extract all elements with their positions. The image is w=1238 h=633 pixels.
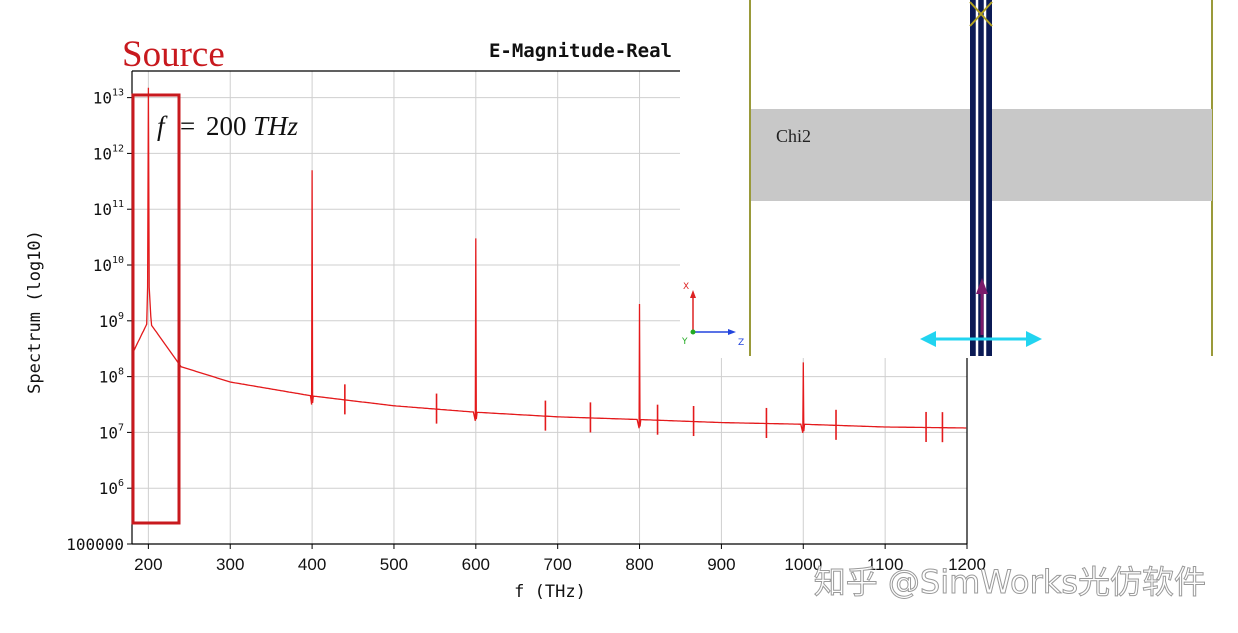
y-tick-label: 109 [99,311,124,331]
frequency-value: 200 [206,111,247,141]
x-axis-label: f (THz) [514,582,586,602]
spectral-spikes [344,384,944,443]
monitor-x-mark-2 [969,1,993,27]
y-tick-label: 108 [99,367,124,387]
x-tick-label: 200 [134,555,162,574]
axis-y-icon [690,329,696,335]
x-tick-label: 400 [298,555,326,574]
frequency-equals: = [180,111,195,141]
frequency-var: f [157,111,168,141]
polarization-arrowhead-right [1026,331,1042,347]
source-highlight-box [131,93,181,525]
y-tick-label: 1013 [93,88,124,108]
axis-x-arrowhead-icon [690,290,696,298]
x-tick-label: 1100 [867,555,904,574]
y-tick-label: 1010 [93,255,124,275]
x-tick-label: 700 [543,555,571,574]
y-tick-label: 100000 [66,535,124,554]
chart-title: E-Magnitude-Real [489,40,672,62]
x-tick-label: 300 [216,555,244,574]
source-direction-arrowhead [976,278,988,294]
x-tick-label: 900 [707,555,735,574]
y-axis-label: Spectrum (log10) [25,230,45,394]
x-tick-labels: 200 300 400 500 600 700 800 900 1000 1100 1200 [134,544,986,574]
axis-z-label: Z [738,338,744,348]
axis-x-label: X [683,282,689,292]
x-tick-label: 800 [625,555,653,574]
axis-z-arrowhead-icon [728,329,736,335]
watermark: 知乎 @SimWorks光仿软件 [814,563,1206,601]
y-tick-label: 1011 [93,199,124,219]
x-tick-label: 1200 [948,555,986,574]
source-annotation: Source f = 200 THz [122,34,299,525]
polarization-arrowhead-left [920,331,936,347]
x-tick-label: 600 [462,555,490,574]
x-tick-label: 500 [380,555,408,574]
y-tick-labels: 100000 106 107 108 109 1010 1011 1012 1013 [66,88,132,554]
y-tick-label: 106 [99,478,124,498]
y-tick-label: 107 [99,422,124,442]
waveguide [970,0,992,356]
frequency-unit: THz [253,111,299,141]
chi2-label: Chi2 [776,126,811,146]
x-tick-label: 1000 [784,555,822,574]
y-tick-label: 1012 [93,143,124,163]
simulation-view: Chi2 X Y Z [681,0,1213,356]
source-label: Source [122,34,225,75]
series-line [131,87,967,434]
axis-y-label: Y [681,337,688,347]
